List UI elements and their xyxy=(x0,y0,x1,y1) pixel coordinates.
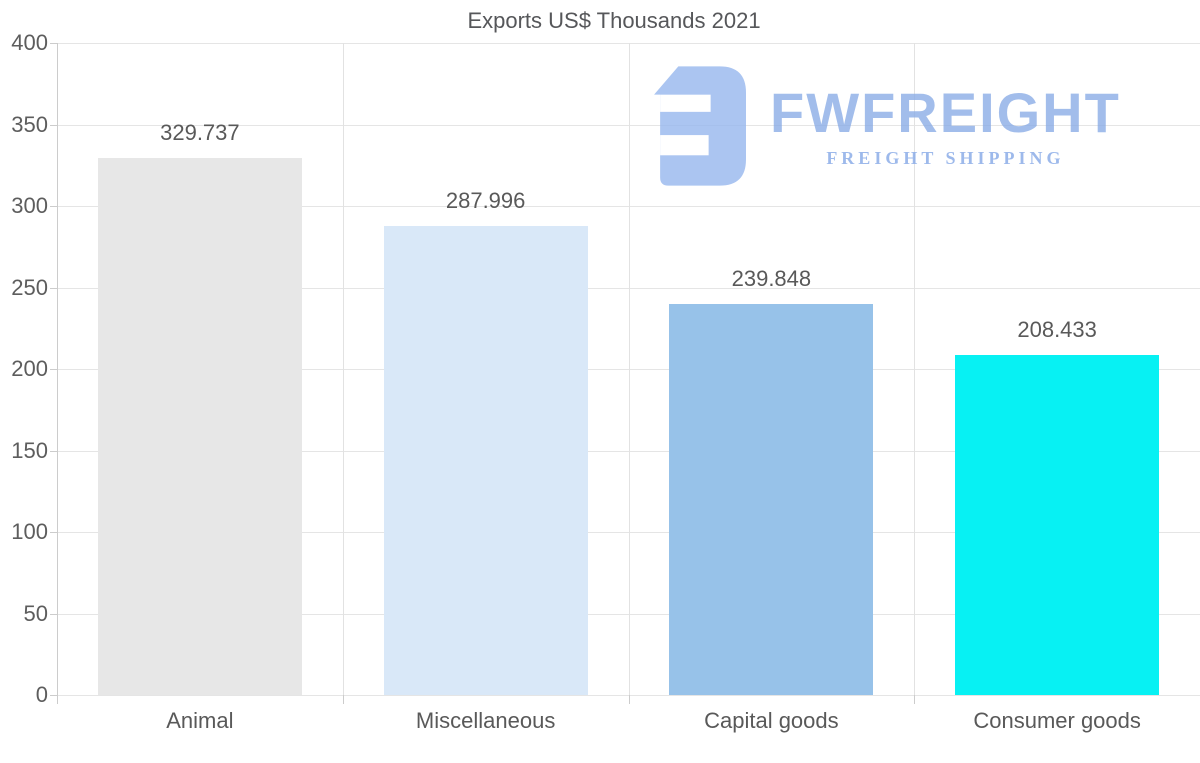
y-tick-label: 300 xyxy=(11,193,48,218)
bar-value-label: 287.996 xyxy=(445,187,526,213)
bar-animal xyxy=(97,157,302,695)
y-axis-tick xyxy=(50,206,57,207)
y-axis-tick xyxy=(50,43,57,44)
category-label: Miscellaneous xyxy=(415,708,556,733)
bar-miscellaneous xyxy=(383,225,588,695)
y-axis-tick xyxy=(50,369,57,370)
y-tick-label: 50 xyxy=(23,600,48,626)
y-axis-line xyxy=(57,43,58,704)
y-axis-tick xyxy=(50,695,57,696)
y-tick-label: 400 xyxy=(11,30,48,55)
category-label: Consumer goods xyxy=(973,708,1141,733)
y-tick-label: 150 xyxy=(11,437,48,463)
bar-capital-goods xyxy=(669,304,874,695)
y-axis-tick xyxy=(50,124,57,126)
category-boundary-gridline xyxy=(914,43,916,695)
y-axis-tick xyxy=(50,450,57,452)
x-axis-tick xyxy=(628,695,630,704)
y-tick-label: 250 xyxy=(11,274,48,300)
category-label: Capital goods xyxy=(704,708,839,733)
x-axis-tick xyxy=(342,695,344,704)
y-tick-label: 350 xyxy=(11,111,48,137)
bar-consumer-goods xyxy=(955,355,1160,695)
category-boundary-gridline xyxy=(628,43,630,695)
bar-value-label: 239.848 xyxy=(731,266,812,292)
y-tick-label: 0 xyxy=(35,682,48,707)
y-axis-tick xyxy=(50,532,57,533)
y-tick-label: 100 xyxy=(11,519,48,544)
y-axis-tick xyxy=(50,613,57,615)
bar-value-label: 329.737 xyxy=(160,119,240,145)
category-label: Animal xyxy=(166,708,234,733)
y-tick-label: 200 xyxy=(11,356,48,381)
bar-value-label: 208.433 xyxy=(1017,317,1097,343)
category-boundary-gridline xyxy=(342,43,344,695)
x-axis-tick xyxy=(914,695,916,704)
chart-title: Exports US$ Thousands 2021 xyxy=(467,8,761,33)
y-axis-tick xyxy=(50,287,57,289)
